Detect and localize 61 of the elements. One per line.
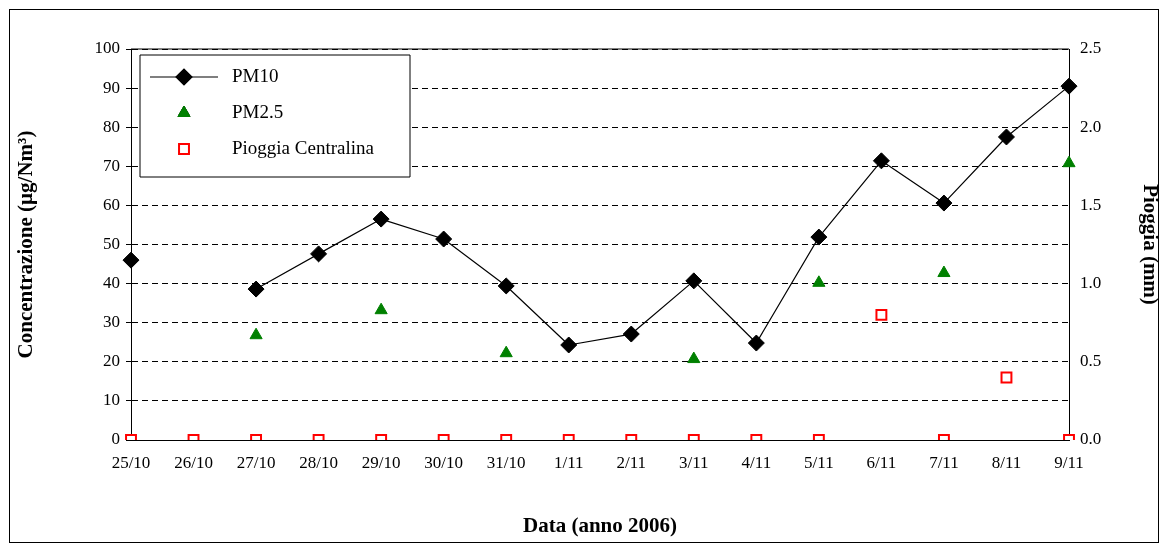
y2-tick-label: 1.5: [1080, 194, 1102, 214]
y2-tick-label: 1.0: [1080, 273, 1102, 293]
x-tick-label: 3/11: [679, 452, 709, 472]
y-axis-title: Concentrazione (µg/Nm³): [13, 130, 38, 359]
y-tick-label: 70: [103, 155, 120, 175]
y2-tick-label: 2.5: [1080, 38, 1102, 58]
y-tick-label: 10: [103, 390, 120, 410]
legend-label: PM10: [232, 64, 279, 86]
point: [997, 128, 1015, 146]
point: [499, 345, 513, 358]
legend-label: PM2.5: [232, 100, 284, 122]
x-tick-label: 27/10: [236, 452, 276, 472]
point: [937, 265, 951, 278]
x-tick-label: 9/11: [1054, 452, 1084, 472]
point: [812, 275, 826, 287]
point: [1062, 155, 1076, 168]
x-tick-label: 4/11: [741, 452, 772, 472]
y2-tick-label: 0.5: [1080, 351, 1102, 371]
point: [685, 272, 703, 290]
point: [687, 351, 701, 364]
y-tick-label: 30: [103, 312, 120, 332]
point: [560, 336, 578, 354]
y-tick-label: 40: [103, 273, 120, 293]
point: [247, 280, 265, 298]
point: [872, 152, 890, 170]
point: [374, 302, 388, 315]
y-tick-label: 100: [94, 38, 120, 58]
point: [249, 327, 263, 340]
x-tick-label: 28/10: [299, 452, 338, 472]
point: [372, 210, 390, 228]
x-tick-label: 6/11: [866, 452, 897, 472]
y-tick-label: 60: [103, 194, 120, 214]
point: [747, 334, 765, 352]
x-tick-label: 26/10: [174, 452, 213, 472]
legend-label: Pioggia Centralina: [232, 136, 375, 158]
point: [810, 228, 828, 246]
x-tick-label: 5/11: [804, 452, 834, 472]
y-tick-label: 20: [103, 351, 120, 371]
x-tick-label: 29/10: [361, 452, 401, 472]
y-tick-label: 0: [111, 429, 120, 449]
x-tick-label: 1/11: [553, 452, 584, 472]
x-tick-label: 30/10: [424, 452, 464, 472]
point: [310, 245, 328, 263]
x-tick-label: 2/11: [616, 452, 647, 472]
point: [622, 325, 640, 343]
x-tick-label: 8/11: [991, 452, 1022, 472]
x-tick-label: 25/10: [111, 452, 151, 472]
y-tick-label: 90: [103, 77, 120, 97]
point: [122, 251, 140, 269]
y-tick-label: 50: [103, 233, 120, 253]
point: [497, 277, 515, 295]
y2-tick-label: 2.0: [1080, 116, 1102, 136]
x-tick-label: 7/11: [929, 452, 959, 472]
point: [1060, 77, 1078, 95]
y2-tick-label: 0.0: [1080, 429, 1102, 449]
y-tick-label: 80: [103, 116, 120, 136]
point: [435, 230, 453, 248]
point: [935, 194, 953, 212]
x-axis-title: Data (anno 2006): [522, 512, 678, 537]
x-tick-label: 31/10: [486, 452, 526, 472]
y2-axis-title: Pioggia (mm): [1138, 184, 1163, 305]
